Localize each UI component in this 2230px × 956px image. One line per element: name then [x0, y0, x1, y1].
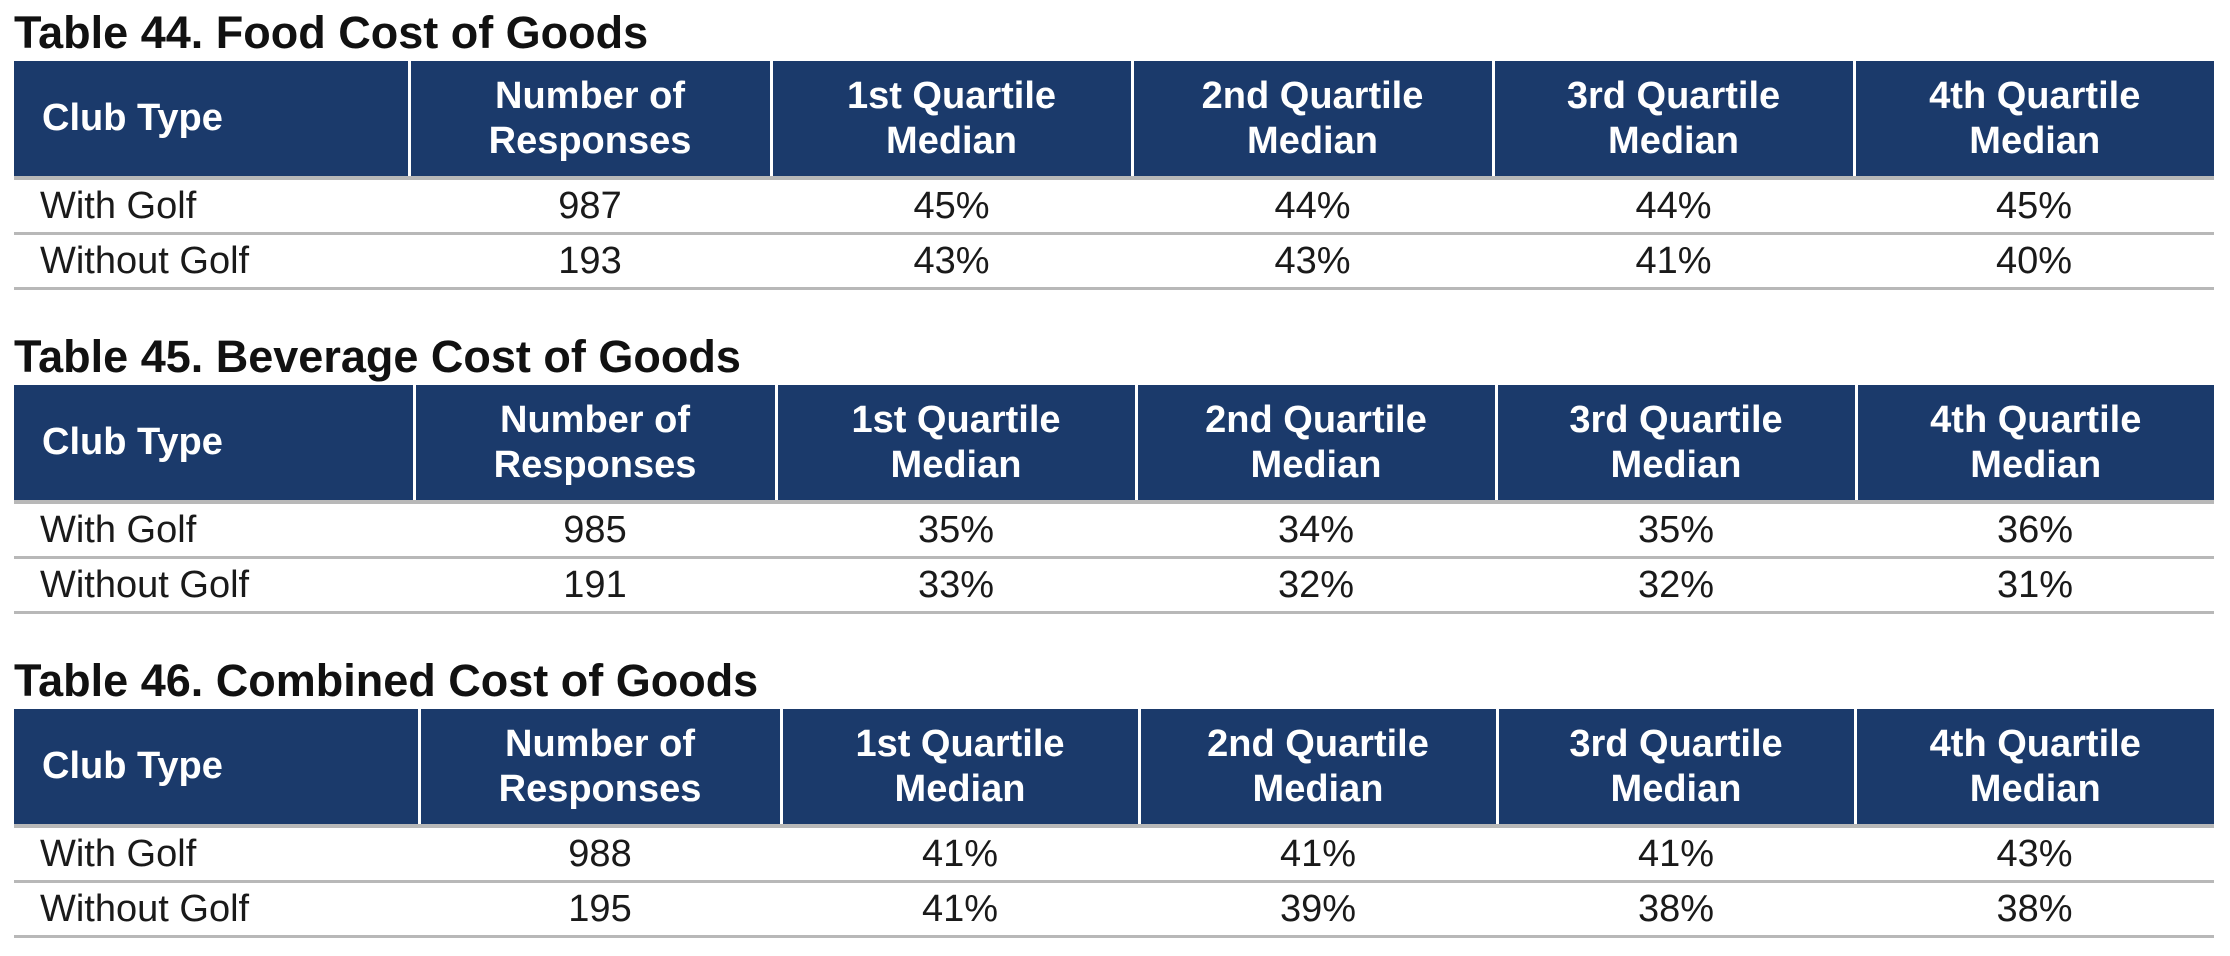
col-header-1st-quartile: 1st Quartile Median [779, 709, 1139, 828]
cell-q2: 41% [1139, 826, 1497, 883]
cell-club-type: With Golf [14, 178, 409, 235]
beverage-cost-table: Club Type Number of Responses 1st Quarti… [14, 385, 2214, 614]
col-header-number-of-responses: Number of Responses [412, 385, 776, 504]
col-header-1st-quartile: 1st Quartile Median [774, 385, 1136, 504]
table-row: With Golf 988 41% 41% 41% 43% [14, 826, 2214, 883]
cell-responses: 985 [414, 502, 776, 559]
cell-q3: 41% [1497, 826, 1855, 883]
cell-q3: 32% [1496, 557, 1856, 614]
cell-q4: 43% [1855, 826, 2214, 883]
cell-q4: 36% [1856, 502, 2214, 559]
table-header-row: Club Type Number of Responses 1st Quarti… [14, 61, 2214, 180]
cell-q2: 34% [1136, 502, 1496, 559]
table-row: Without Golf 195 41% 39% 38% 38% [14, 881, 2214, 938]
col-header-1st-quartile: 1st Quartile Median [769, 61, 1132, 180]
table-title: Table 45. Beverage Cost of Goods [14, 331, 741, 382]
cell-q3: 35% [1496, 502, 1856, 559]
col-header-club-type: Club Type [14, 385, 414, 504]
col-header-4th-quartile: 4th Quartile Median [1854, 385, 2214, 504]
cell-responses: 193 [409, 233, 771, 290]
cell-club-type: With Golf [14, 826, 419, 883]
cell-q1: 33% [776, 557, 1136, 614]
cell-club-type: With Golf [14, 502, 414, 559]
cell-q4: 40% [1854, 233, 2214, 290]
combined-cost-table: Club Type Number of Responses 1st Quarti… [14, 709, 2214, 938]
col-header-club-type: Club Type [14, 709, 419, 828]
cell-q3: 44% [1493, 178, 1854, 235]
cell-q1: 43% [771, 233, 1132, 290]
col-header-number-of-responses: Number of Responses [417, 709, 781, 828]
col-header-4th-quartile: 4th Quartile Median [1852, 61, 2214, 180]
col-header-2nd-quartile: 2nd Quartile Median [1130, 61, 1493, 180]
col-header-3rd-quartile: 3rd Quartile Median [1495, 709, 1855, 828]
table-row: With Golf 985 35% 34% 35% 36% [14, 502, 2214, 559]
cell-q4: 38% [1855, 881, 2214, 938]
cell-q4: 31% [1856, 557, 2214, 614]
cell-responses: 988 [419, 826, 781, 883]
cell-q1: 41% [781, 826, 1139, 883]
food-cost-table: Club Type Number of Responses 1st Quarti… [14, 61, 2214, 290]
col-header-3rd-quartile: 3rd Quartile Median [1491, 61, 1854, 180]
col-header-club-type: Club Type [14, 61, 409, 180]
table-header-row: Club Type Number of Responses 1st Quarti… [14, 709, 2214, 828]
cell-q1: 45% [771, 178, 1132, 235]
col-header-4th-quartile: 4th Quartile Median [1853, 709, 2214, 828]
cell-q3: 41% [1493, 233, 1854, 290]
cell-q1: 35% [776, 502, 1136, 559]
cell-q1: 41% [781, 881, 1139, 938]
cell-q3: 38% [1497, 881, 1855, 938]
col-header-2nd-quartile: 2nd Quartile Median [1137, 709, 1497, 828]
cell-responses: 191 [414, 557, 776, 614]
cell-club-type: Without Golf [14, 881, 419, 938]
cell-q2: 32% [1136, 557, 1496, 614]
cell-q2: 44% [1132, 178, 1493, 235]
cell-q4: 45% [1854, 178, 2214, 235]
table-title: Table 44. Food Cost of Goods [14, 7, 649, 58]
col-header-2nd-quartile: 2nd Quartile Median [1134, 385, 1496, 504]
cell-q2: 43% [1132, 233, 1493, 290]
table-row: Without Golf 191 33% 32% 32% 31% [14, 557, 2214, 614]
cell-club-type: Without Golf [14, 233, 409, 290]
table-row: Without Golf 193 43% 43% 41% 40% [14, 233, 2214, 290]
col-header-number-of-responses: Number of Responses [407, 61, 771, 180]
table-row: With Golf 987 45% 44% 44% 45% [14, 178, 2214, 235]
col-header-3rd-quartile: 3rd Quartile Median [1494, 385, 1856, 504]
table-title: Table 46. Combined Cost of Goods [14, 655, 759, 706]
cell-q2: 39% [1139, 881, 1497, 938]
cell-club-type: Without Golf [14, 557, 414, 614]
table-header-row: Club Type Number of Responses 1st Quarti… [14, 385, 2214, 504]
cell-responses: 195 [419, 881, 781, 938]
cell-responses: 987 [409, 178, 771, 235]
